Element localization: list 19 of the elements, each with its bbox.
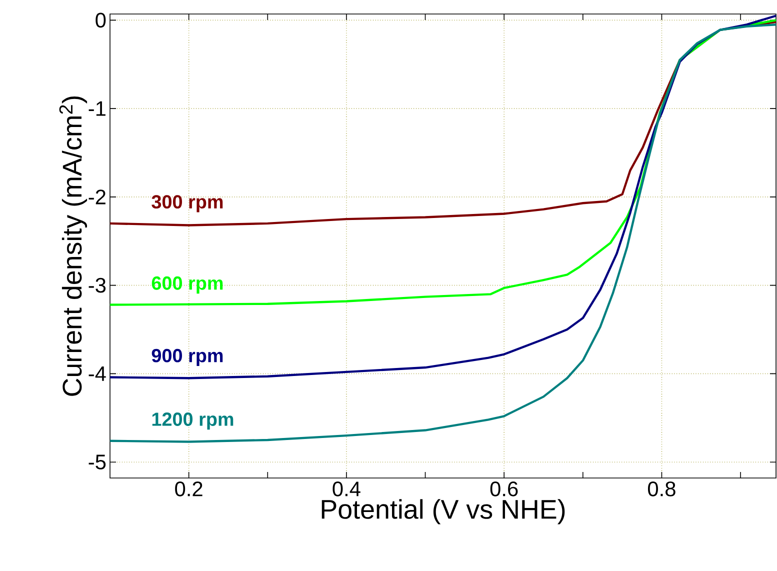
- y-tick-label: -3: [88, 278, 106, 293]
- y-axis-title: Current density (mA/cm$^{2}$): [59, 96, 88, 396]
- y-tick-label: -2: [88, 190, 106, 204]
- x-tick-label: 0.6: [490, 482, 518, 496]
- x-tick-label: 0.2: [175, 482, 202, 496]
- x-tick-label: 0.8: [648, 482, 676, 496]
- x-tick-label: 0.4: [332, 482, 360, 496]
- line-series: [110, 14, 776, 380]
- line-series: [110, 19, 776, 306]
- y-tick-label: -5: [88, 454, 106, 470]
- y-tick-label: 0: [96, 12, 106, 28]
- x-axis-title: Potential (V vs NHE): [322, 499, 565, 524]
- series-label: 300 rpm: [152, 195, 223, 212]
- series-label: 1200 rpm: [152, 412, 234, 430]
- series-label: 600 rpm: [152, 276, 223, 294]
- y-tick-label: -1: [88, 101, 106, 116]
- y-tick-label: -4: [88, 366, 106, 381]
- line-series: [110, 24, 776, 443]
- series-label: 900 rpm: [152, 348, 223, 366]
